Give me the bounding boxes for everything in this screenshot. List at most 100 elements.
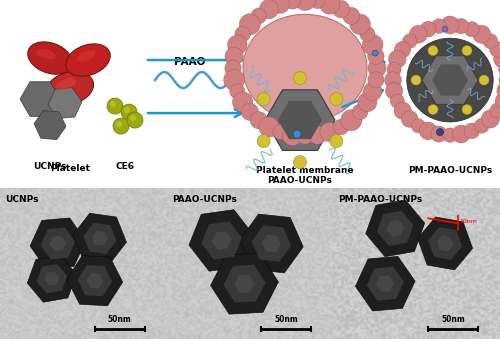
Polygon shape [376, 276, 394, 292]
Polygon shape [20, 82, 60, 116]
Polygon shape [30, 218, 86, 269]
Ellipse shape [56, 78, 76, 90]
Text: CE6: CE6 [116, 162, 134, 171]
Circle shape [251, 8, 266, 24]
Circle shape [232, 92, 253, 112]
Circle shape [352, 104, 368, 120]
Polygon shape [50, 236, 66, 251]
Text: Platelet: Platelet [50, 164, 90, 173]
Circle shape [341, 110, 362, 131]
Polygon shape [377, 211, 414, 246]
Circle shape [394, 41, 410, 58]
Circle shape [330, 93, 343, 105]
Text: PAAO: PAAO [174, 57, 206, 67]
Circle shape [271, 0, 289, 13]
Circle shape [127, 112, 143, 128]
Circle shape [364, 82, 382, 101]
Polygon shape [224, 265, 266, 303]
Circle shape [497, 82, 500, 100]
Circle shape [350, 14, 370, 35]
Polygon shape [40, 227, 75, 259]
Polygon shape [366, 200, 424, 257]
Circle shape [490, 103, 500, 118]
Circle shape [368, 59, 386, 77]
Circle shape [260, 0, 278, 19]
Polygon shape [432, 64, 468, 96]
Circle shape [257, 93, 270, 105]
Polygon shape [437, 236, 454, 252]
Circle shape [225, 47, 243, 65]
Polygon shape [278, 101, 322, 139]
Circle shape [360, 26, 375, 42]
Circle shape [294, 156, 306, 168]
Circle shape [225, 60, 241, 76]
Text: PM-PAAO-UCNPs: PM-PAAO-UCNPs [408, 166, 492, 175]
Ellipse shape [46, 72, 94, 105]
Polygon shape [210, 253, 278, 314]
Circle shape [282, 125, 303, 145]
Circle shape [294, 72, 306, 84]
Polygon shape [265, 90, 335, 151]
Circle shape [320, 122, 340, 142]
Circle shape [130, 115, 136, 121]
Circle shape [116, 121, 122, 127]
Circle shape [107, 98, 123, 114]
Polygon shape [48, 88, 82, 119]
Circle shape [402, 34, 417, 48]
Polygon shape [240, 214, 303, 273]
Ellipse shape [66, 44, 110, 76]
Circle shape [420, 21, 436, 37]
Polygon shape [202, 221, 242, 260]
Circle shape [124, 107, 130, 113]
Polygon shape [86, 273, 103, 288]
Circle shape [242, 103, 258, 120]
Circle shape [386, 82, 402, 99]
Text: PM-PAAO-UCNPs: PM-PAAO-UCNPs [338, 195, 422, 204]
Polygon shape [92, 231, 108, 246]
Circle shape [428, 104, 438, 115]
Circle shape [443, 128, 457, 142]
Polygon shape [234, 275, 255, 293]
Circle shape [121, 104, 137, 120]
Text: UCNPs: UCNPs [33, 162, 67, 171]
Circle shape [334, 119, 348, 135]
Circle shape [257, 135, 270, 147]
Circle shape [230, 84, 245, 99]
Circle shape [362, 35, 383, 55]
Circle shape [273, 124, 288, 140]
Circle shape [428, 45, 438, 56]
Circle shape [113, 118, 129, 134]
Circle shape [284, 0, 300, 9]
Text: 50nm: 50nm [108, 315, 132, 324]
Circle shape [442, 26, 448, 32]
Text: 50nm: 50nm [274, 315, 298, 324]
Polygon shape [262, 235, 281, 252]
Polygon shape [428, 227, 462, 260]
Circle shape [412, 119, 426, 133]
Circle shape [330, 135, 343, 147]
Text: UCNPs: UCNPs [5, 195, 38, 204]
Polygon shape [44, 272, 60, 286]
Circle shape [411, 75, 421, 85]
Polygon shape [84, 223, 116, 254]
Circle shape [368, 48, 384, 64]
Text: PAAO-UCNPs: PAAO-UCNPs [268, 176, 332, 185]
Circle shape [390, 94, 404, 108]
Circle shape [358, 93, 377, 112]
Circle shape [436, 128, 444, 136]
Text: 10nm: 10nm [459, 219, 477, 224]
Ellipse shape [76, 51, 96, 62]
Circle shape [240, 14, 260, 35]
Text: Platelet membrane: Platelet membrane [256, 166, 354, 175]
Circle shape [320, 0, 340, 14]
Polygon shape [422, 56, 478, 104]
Text: PAAO-UCNPs: PAAO-UCNPs [172, 195, 236, 204]
Circle shape [464, 22, 479, 37]
Circle shape [250, 112, 268, 129]
Circle shape [224, 69, 244, 90]
Ellipse shape [243, 14, 367, 122]
Circle shape [495, 94, 500, 109]
Circle shape [410, 25, 427, 43]
Circle shape [368, 72, 384, 88]
Polygon shape [78, 265, 112, 296]
